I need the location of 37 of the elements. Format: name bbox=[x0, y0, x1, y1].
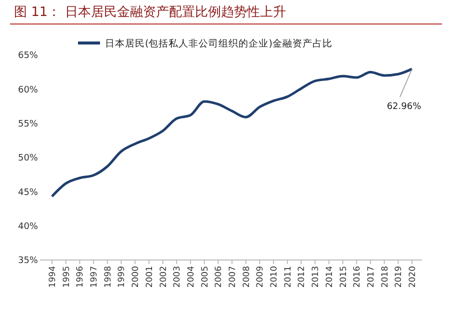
x-tick-label: 1995 bbox=[62, 266, 72, 288]
x-tick-label: 1996 bbox=[76, 266, 86, 288]
annotation: 62.96% bbox=[386, 102, 422, 112]
x-tick-label: 1999 bbox=[117, 266, 128, 288]
y-tick-label: 35% bbox=[18, 256, 38, 266]
x-tick-label: 2001 bbox=[144, 266, 155, 288]
x-tick-label: 2011 bbox=[283, 266, 294, 288]
x-tick-label: 2006 bbox=[214, 266, 224, 288]
x-tick-label: 2004 bbox=[186, 266, 196, 288]
y-tick-label: 55% bbox=[18, 119, 38, 130]
y-tick-label: 45% bbox=[18, 188, 38, 198]
x-tick-label: 2010 bbox=[270, 266, 280, 288]
x-tick-label: 2018 bbox=[380, 266, 390, 288]
chart-title: 图 11： 日本居民金融资产配置比例趋势性上升 bbox=[14, 5, 286, 20]
x-tick-label: 2014 bbox=[324, 266, 335, 288]
x-tick-label: 2007 bbox=[228, 266, 238, 288]
x-tick-label: 2002 bbox=[158, 266, 169, 288]
y-tick-label: 65% bbox=[18, 51, 38, 62]
x-tick-label: 2017 bbox=[366, 266, 376, 288]
x-tick-label: 2012 bbox=[297, 266, 308, 288]
x-tick-label: 2013 bbox=[311, 266, 322, 288]
y-tick-label: 40% bbox=[18, 222, 38, 232]
x-tick-label: 2008 bbox=[242, 266, 252, 288]
y-tick-label: 60% bbox=[18, 85, 38, 96]
x-tick-label: 2016 bbox=[352, 266, 363, 288]
x-tick-label: 2015 bbox=[338, 266, 349, 288]
x-tick-label: 1998 bbox=[103, 266, 114, 288]
x-tick-label: 2009 bbox=[256, 266, 266, 288]
x-tick-label: 2003 bbox=[172, 266, 183, 288]
x-tick-label: 1994 bbox=[48, 266, 58, 288]
x-tick-label: 1997 bbox=[90, 266, 100, 288]
x-tick-label: 2005 bbox=[200, 266, 210, 288]
x-tick-label: 2020 bbox=[408, 266, 418, 288]
legend-label: 日本居民(包括私人非公司组织的企业)金融资产占比 bbox=[105, 37, 332, 50]
y-tick-label: 50% bbox=[18, 154, 38, 164]
x-tick-label: 2000 bbox=[131, 266, 142, 288]
x-tick-label: 2019 bbox=[394, 266, 404, 288]
